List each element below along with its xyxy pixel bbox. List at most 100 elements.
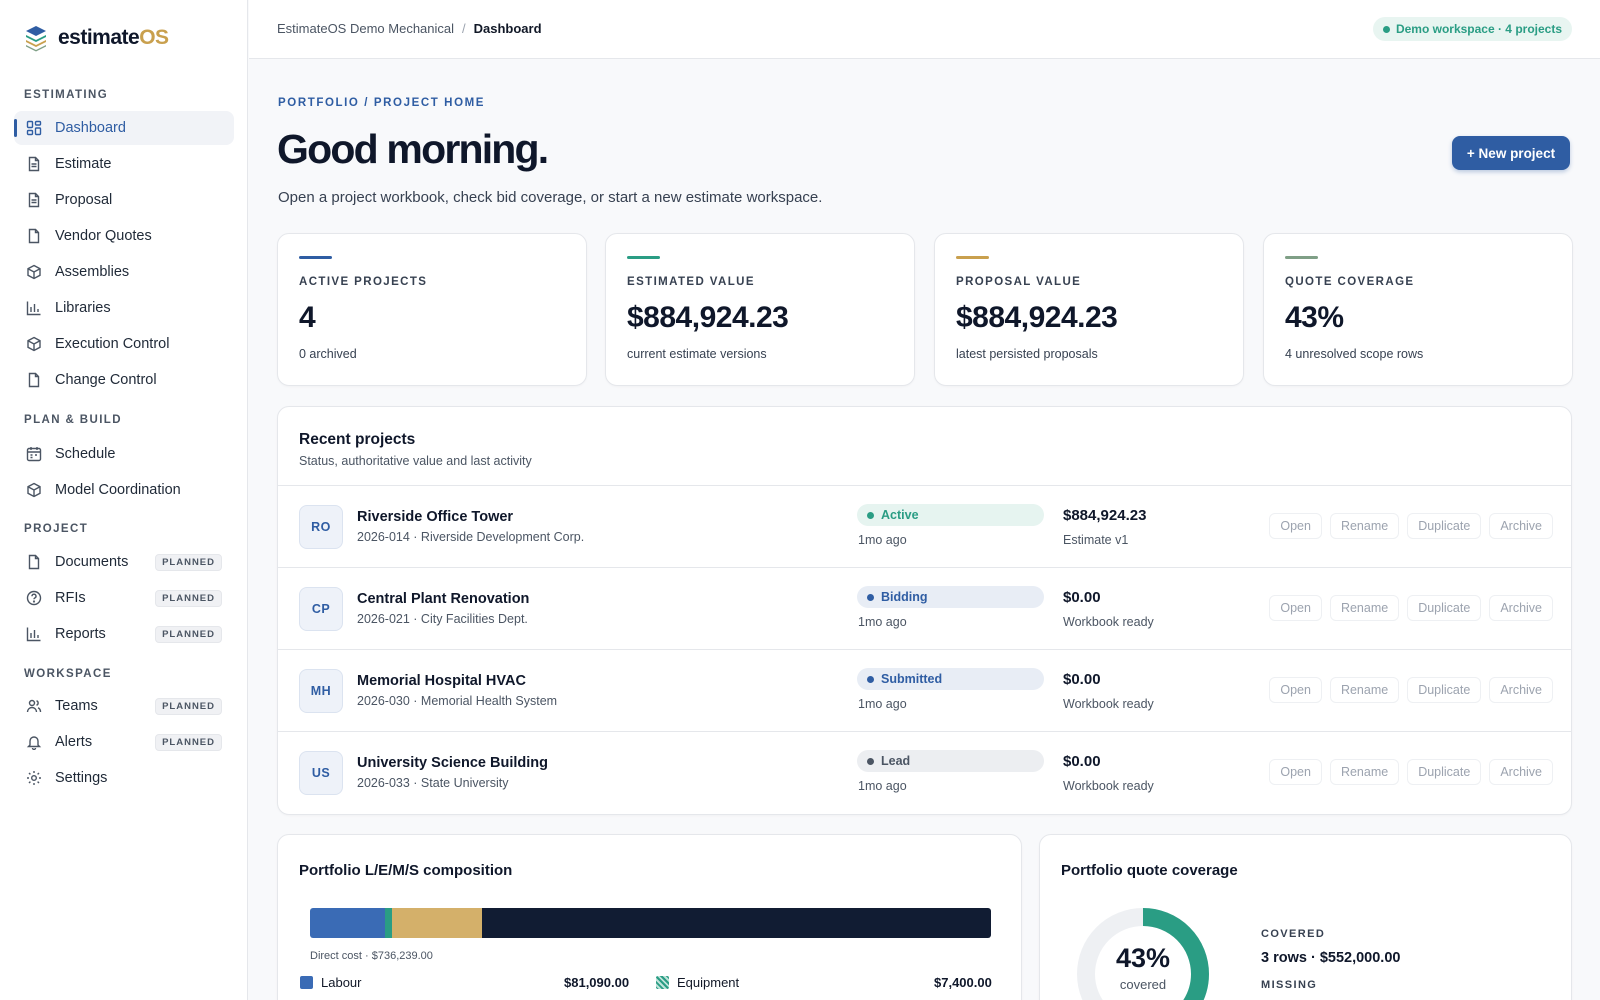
sidebar-item-teams[interactable]: Teams PLANNED <box>14 689 234 723</box>
duplicate-button[interactable]: Duplicate <box>1407 677 1482 703</box>
project-name[interactable]: Memorial Hospital HVAC <box>357 673 526 689</box>
document-icon <box>26 192 42 208</box>
duplicate-button[interactable]: Duplicate <box>1407 595 1482 621</box>
project-amount: $0.00 <box>1063 753 1101 770</box>
sidebar-item-libraries[interactable]: Libraries <box>14 291 234 325</box>
open-button[interactable]: Open <box>1269 595 1322 621</box>
stat-subtext: latest persisted proposals <box>956 347 1098 361</box>
archive-button[interactable]: Archive <box>1489 759 1553 785</box>
calendar-icon <box>26 446 42 462</box>
sidebar-item-documents[interactable]: Documents PLANNED <box>14 545 234 579</box>
sidebar-item-label: Schedule <box>55 446 116 462</box>
coverage-donut <box>1077 908 1209 1000</box>
sidebar-item-dashboard[interactable]: Dashboard <box>14 111 234 145</box>
open-button[interactable]: Open <box>1269 513 1322 539</box>
rename-button[interactable]: Rename <box>1329 759 1400 785</box>
archive-button[interactable]: Archive <box>1489 595 1553 621</box>
sidebar-item-label: Dashboard <box>55 120 126 136</box>
duplicate-button[interactable]: Duplicate <box>1407 759 1482 785</box>
stat-accent-bar <box>956 256 989 259</box>
project-name[interactable]: Central Plant Renovation <box>357 591 530 607</box>
workspace-pill: Demo workspace · 4 projects <box>1372 17 1572 41</box>
rename-button[interactable]: Rename <box>1329 513 1400 539</box>
project-name[interactable]: Riverside Office Tower <box>357 509 514 525</box>
legend-labour: Labour <box>300 975 361 990</box>
row-actions: Open Rename Duplicate Archive <box>1269 595 1553 621</box>
sidebar-item-label: Teams <box>55 698 98 714</box>
rename-button[interactable]: Rename <box>1329 677 1400 703</box>
project-version: Estimate v1 <box>1063 533 1129 547</box>
status-dot-icon <box>867 511 874 519</box>
bell-icon <box>26 734 42 750</box>
brand-logo[interactable]: estimateOS <box>24 24 169 52</box>
sidebar-item-assemblies[interactable]: Assemblies <box>14 255 234 289</box>
last-activity: 1mo ago <box>858 533 907 547</box>
breadcrumb-separator: / <box>462 21 466 36</box>
stat-accent-bar <box>627 256 660 259</box>
sidebar-item-alerts[interactable]: Alerts PLANNED <box>14 725 234 759</box>
workspace-pill-label: Demo workspace · 4 projects <box>1395 22 1562 36</box>
archive-button[interactable]: Archive <box>1489 513 1553 539</box>
sidebar-item-label: Documents <box>55 554 129 570</box>
sidebar-item-settings[interactable]: Settings <box>14 761 234 795</box>
project-row[interactable]: MH Memorial Hospital HVAC 2026-030 · Memor… <box>278 649 1571 731</box>
sidebar-item-vendor-quotes[interactable]: Vendor Quotes <box>14 219 234 253</box>
project-amount: $0.00 <box>1063 671 1101 688</box>
sidebar-item-label: Model Coordination <box>55 482 181 498</box>
stack-segment-equipment <box>385 908 392 938</box>
project-name[interactable]: University Science Building <box>357 755 548 771</box>
quote-coverage-card: Portfolio quote coverage 43% covered COV… <box>1039 834 1572 1000</box>
open-button[interactable]: Open <box>1269 677 1322 703</box>
coverage-percent-label: covered <box>1119 977 1167 992</box>
legend-value-labour: $81,090.00 <box>564 975 630 990</box>
covered-value: 3 rows · $552,000.00 <box>1261 950 1401 966</box>
status-label: Submitted <box>881 672 943 686</box>
nav-section-estimating: ESTIMATING <box>24 89 109 101</box>
project-avatar: RO <box>299 505 343 549</box>
covered-label: COVERED <box>1261 928 1326 940</box>
recent-projects-subtitle: Status, authoritative value and last act… <box>299 454 532 468</box>
sidebar-item-label: Change Control <box>55 372 157 388</box>
composition-stacked-bar <box>310 908 991 938</box>
stat-value: $884,924.23 <box>956 301 1118 334</box>
gear-icon <box>26 770 42 786</box>
sidebar-item-estimate[interactable]: Estimate <box>14 147 234 181</box>
breadcrumb: EstimateOS Demo Mechanical / Dashboard <box>277 21 542 36</box>
project-avatar: MH <box>299 669 343 713</box>
rename-button[interactable]: Rename <box>1329 595 1400 621</box>
stack-segment-labour <box>310 908 385 938</box>
sidebar-item-label: Reports <box>55 626 106 642</box>
row-actions: Open Rename Duplicate Archive <box>1269 513 1553 539</box>
archive-button[interactable]: Archive <box>1489 677 1553 703</box>
status-badge: Active <box>857 504 1044 526</box>
nav-section-project: PROJECT <box>24 523 89 535</box>
sidebar-item-model-coordination[interactable]: Model Coordination <box>14 473 234 507</box>
stat-card-active-projects: ACTIVE PROJECTS 4 0 archived <box>277 233 587 386</box>
document-icon <box>26 156 42 172</box>
sidebar-item-label: Alerts <box>55 734 93 750</box>
breadcrumb-root[interactable]: EstimateOS Demo Mechanical <box>277 21 455 36</box>
project-row[interactable]: US University Science Building 2026-033 · … <box>278 731 1571 813</box>
row-actions: Open Rename Duplicate Archive <box>1269 759 1553 785</box>
sidebar-item-proposal[interactable]: Proposal <box>14 183 234 217</box>
project-version: Workbook ready <box>1063 779 1154 793</box>
sidebar-item-change-control[interactable]: Change Control <box>14 363 234 397</box>
sidebar-item-execution-control[interactable]: Execution Control <box>14 327 234 361</box>
new-project-button[interactable]: + New project <box>1452 136 1570 170</box>
sidebar-item-label: Vendor Quotes <box>55 228 152 244</box>
stack-segment-subcontract <box>482 908 991 938</box>
sidebar-item-schedule[interactable]: Schedule <box>14 437 234 471</box>
project-row[interactable]: CP Central Plant Renovation 2026-021 · Cit… <box>278 567 1571 649</box>
legend-swatch-labour <box>300 976 313 989</box>
topbar: EstimateOS Demo Mechanical / Dashboard D… <box>249 0 1600 59</box>
sidebar-item-rfis[interactable]: RFIs PLANNED <box>14 581 234 615</box>
status-dot-icon <box>867 593 874 601</box>
project-avatar: CP <box>299 587 343 631</box>
status-dot-icon <box>867 675 874 683</box>
project-row[interactable]: RO Riverside Office Tower 2026-014 · River… <box>278 485 1571 567</box>
duplicate-button[interactable]: Duplicate <box>1407 513 1482 539</box>
project-version: Workbook ready <box>1063 697 1154 711</box>
sidebar-item-reports[interactable]: Reports PLANNED <box>14 617 234 651</box>
page-eyebrow: PORTFOLIO / PROJECT HOME <box>278 97 486 109</box>
open-button[interactable]: Open <box>1269 759 1322 785</box>
